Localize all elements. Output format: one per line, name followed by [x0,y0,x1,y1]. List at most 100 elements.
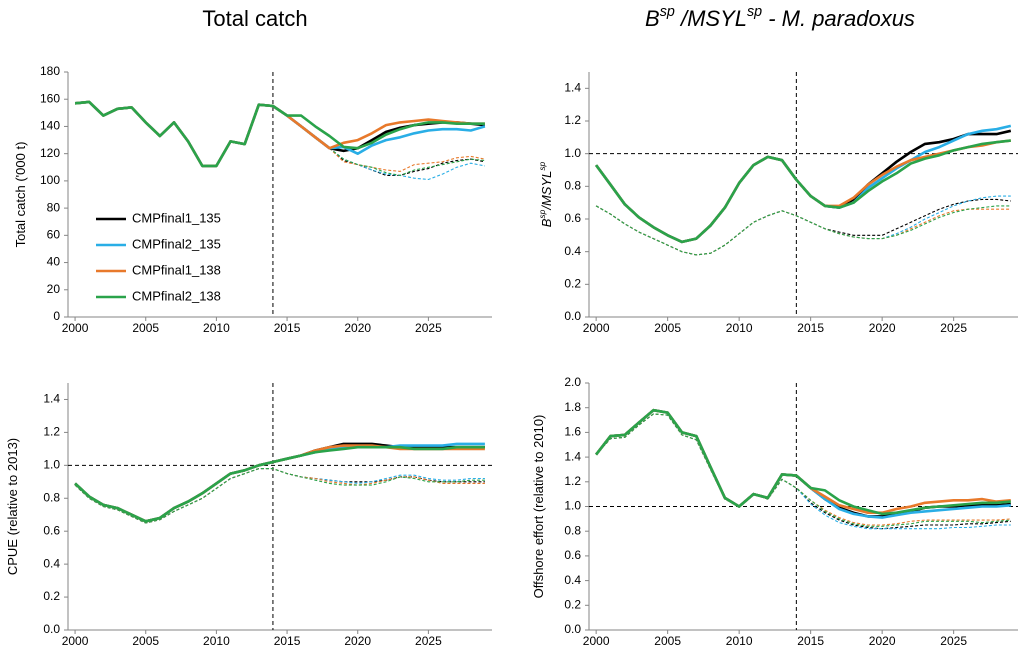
text-part: sp [537,161,547,170]
legend-label: CMPfinal2_135 [132,236,221,251]
x-tick-label: 2025 [415,321,442,335]
y-tick-label: 180 [40,64,60,78]
x-tick-label: 2020 [344,321,371,335]
y-tick-label: 140 [40,119,60,133]
y-tick-label: 1.4 [564,81,581,95]
text-part: Offshore effort (relative to 2010) [531,415,546,599]
series-line [74,445,485,523]
lower-line [595,413,1011,530]
y-tick-label: 0.4 [43,556,60,570]
series-line [74,100,485,168]
y-tick-label: 40 [47,255,61,269]
text-part: /MSYL [675,6,747,31]
series-line [595,408,1011,516]
x-tick-label: 2000 [583,321,610,335]
text-part: sp [537,209,547,218]
y-tick-label: 1.8 [564,400,581,414]
series-line [595,139,1011,244]
text-part: B [645,6,660,31]
y-tick-label: 0.2 [564,597,581,611]
y-axis-label: Total catch ('000 t) [13,142,28,248]
y-tick-label: 1.2 [564,113,581,127]
text-part: Total catch [202,6,307,31]
y-tick-label: 0.6 [564,211,581,225]
x-tick-label: 2025 [940,321,967,335]
x-tick-label: 2015 [797,321,824,335]
y-tick-label: 80 [47,200,61,214]
x-tick-label: 2010 [203,634,230,648]
x-tick-label: 2020 [869,321,896,335]
x-tick-label: 2000 [583,634,610,648]
text-part: sp [747,4,762,20]
y-tick-label: 0.6 [564,548,581,562]
y-tick-label: 1.2 [564,474,581,488]
y-axis-label: Offshore effort (relative to 2010) [531,415,546,599]
x-tick-label: 2025 [415,634,442,648]
lower-line [329,147,485,176]
x-tick-label: 2010 [203,321,230,335]
lower-line [595,413,1011,527]
legend-label: CMPfinal1_138 [132,262,221,277]
y-tick-label: 1.4 [43,392,60,406]
x-tick-label: 2025 [940,634,967,648]
text-part: B [539,218,554,227]
series-line [74,444,485,523]
y-tick-label: 0.2 [43,589,60,603]
series-line [74,442,485,523]
x-tick-label: 2010 [726,634,753,648]
y-tick-label: 0.0 [564,309,581,323]
chart-title: Total catch [202,6,307,31]
lower-line [74,468,485,524]
y-tick-label: 160 [40,91,60,105]
lower-line [595,413,1011,530]
series-line [595,408,1011,514]
lower-line [329,147,486,181]
y-tick-label: 120 [40,146,60,160]
chart-title: Bsp /MSYLsp - M. paradoxus [645,4,915,31]
y-axis-label: CPUE (relative to 2013) [5,438,20,575]
x-tick-label: 2005 [132,634,159,648]
text-part: sp [660,4,675,20]
lower-line [74,468,485,524]
x-tick-label: 2015 [274,321,301,335]
series-line [74,442,485,523]
y-tick-label: 0.8 [564,523,581,537]
lower-line [74,468,485,524]
legend-label: CMPfinal2_138 [132,288,221,303]
x-tick-label: 2010 [726,321,753,335]
x-tick-label: 2000 [62,634,89,648]
x-tick-label: 2015 [797,634,824,648]
x-tick-label: 2020 [869,634,896,648]
series-line [595,124,1012,244]
y-tick-label: 1.6 [564,425,581,439]
legend-label: CMPfinal1_135 [132,210,221,225]
text-part: Total catch ('000 t) [13,142,28,248]
y-tick-label: 0.0 [564,622,581,636]
series-line [595,139,1011,244]
y-tick-label: 0.0 [43,622,60,636]
lower-line [595,195,1011,256]
x-tick-label: 2020 [344,634,371,648]
text-part: CPUE (relative to 2013) [5,438,20,575]
y-tick-label: 0.4 [564,573,581,587]
y-tick-label: 1.0 [564,146,581,160]
y-tick-label: 2.0 [564,375,581,389]
y-tick-label: 1.0 [43,458,60,472]
x-tick-label: 2000 [62,321,89,335]
lower-line [595,413,1011,526]
y-tick-label: 0.2 [564,277,581,291]
y-tick-label: 0 [53,309,60,323]
x-tick-label: 2015 [274,634,301,648]
y-tick-label: 60 [47,228,61,242]
x-tick-label: 2005 [654,634,681,648]
y-tick-label: 0.8 [564,179,581,193]
y-axis-label: Bsp/MSYLsp [537,161,554,227]
y-tick-label: 0.4 [564,244,581,258]
y-tick-label: 1.0 [564,499,581,513]
y-tick-label: 0.8 [43,490,60,504]
y-tick-label: 20 [47,282,61,296]
text-part: /MSYL [539,171,554,211]
x-tick-label: 2005 [654,321,681,335]
